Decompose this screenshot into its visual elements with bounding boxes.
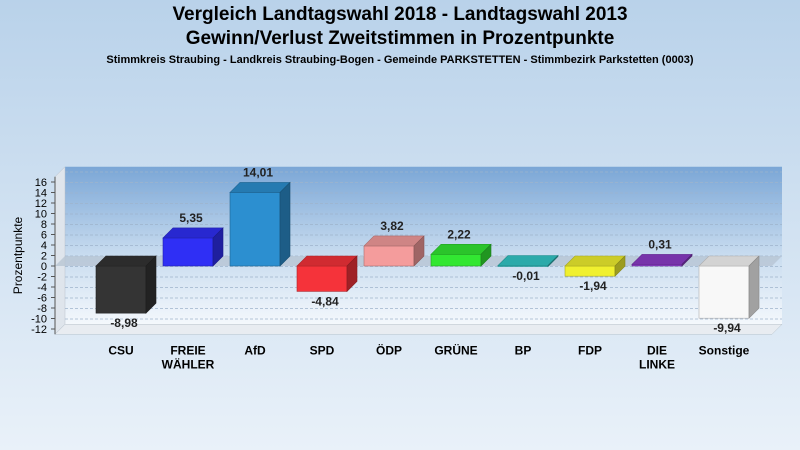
bar-side <box>212 227 224 267</box>
bar-side <box>346 255 358 293</box>
bar-value-label: -0,01 <box>512 269 540 283</box>
y-axis-label: Prozentpunkte <box>11 216 25 294</box>
y-tick-label: 4 <box>41 240 47 252</box>
plot-floor <box>54 324 783 335</box>
bar-front <box>363 245 415 267</box>
x-tick-label: DIE LINKE <box>639 343 675 371</box>
bar-side <box>413 235 425 267</box>
bar-top <box>229 182 291 193</box>
bar-sonstige <box>698 255 760 319</box>
bar-value-label: 14,01 <box>243 165 273 179</box>
x-tick-label: GRÜNE <box>434 342 477 357</box>
bar-top <box>95 255 157 267</box>
y-tick-label: 2 <box>41 251 47 263</box>
bar-side <box>614 255 626 277</box>
bar-value-label: 2,22 <box>447 227 471 241</box>
x-tick-label: SPD <box>310 343 335 357</box>
bar-side <box>145 255 157 314</box>
bar-value-label: -4,84 <box>311 294 339 308</box>
bar-spd <box>296 255 358 293</box>
bar-side <box>480 243 492 267</box>
bar-value-label: -9,94 <box>713 321 741 335</box>
y-tick-label: 16 <box>35 177 47 189</box>
y-tick-label: -10 <box>31 314 47 326</box>
bar-front <box>162 237 214 267</box>
bar-freie-wähler <box>162 227 224 267</box>
bar-front <box>430 254 482 267</box>
plot-left-wall <box>54 166 66 335</box>
y-tick-label: 6 <box>41 230 47 242</box>
bar-front <box>229 192 281 267</box>
bar-bp <box>497 254 559 268</box>
bar-side <box>681 253 693 267</box>
bar-top <box>430 244 492 255</box>
bar-top <box>363 235 425 247</box>
bar-fdp <box>564 255 626 277</box>
bar-front <box>95 265 147 314</box>
bar-value-label: 3,82 <box>380 219 404 233</box>
y-tick-label: -2 <box>37 272 47 284</box>
bar-value-label: 0,31 <box>648 237 672 251</box>
bar-afd <box>229 181 291 267</box>
chart-subtitle-district: Stimmkreis Straubing - Landkreis Straubi… <box>106 54 694 66</box>
chart-title: Vergleich Landtagswahl 2018 - Landtagswa… <box>172 4 628 25</box>
x-tick-label: FDP <box>578 343 602 357</box>
x-tick-label: Sonstige <box>699 343 750 357</box>
bar-value-label: -8,98 <box>110 316 138 330</box>
bar-top <box>162 227 224 239</box>
bar-top <box>564 255 626 267</box>
x-tick-label: CSU <box>108 343 133 357</box>
x-tick-label: FREIE WÄHLER <box>162 343 215 371</box>
bar-front <box>698 265 750 319</box>
bar-side <box>547 254 559 268</box>
bar-top <box>698 255 760 267</box>
bar-front <box>564 265 616 277</box>
bar-top <box>497 255 559 266</box>
bar-top <box>631 254 693 265</box>
bar-top <box>296 255 358 267</box>
y-tick-label: 0 <box>41 261 47 273</box>
bar-side <box>748 255 760 319</box>
bar-ödp <box>363 235 425 267</box>
bar-value-label: 5,35 <box>179 211 203 225</box>
bar-front <box>296 265 348 292</box>
y-tick-label: 10 <box>35 209 47 221</box>
y-tick-label: 12 <box>35 198 47 210</box>
y-tick-label: 8 <box>41 219 47 231</box>
bar-side <box>279 181 291 267</box>
bar-die-linke <box>631 253 693 267</box>
y-tick-label: -12 <box>31 324 47 336</box>
bar-value-label: -1,94 <box>579 279 607 293</box>
x-tick-label: AfD <box>244 343 266 357</box>
bar-csu <box>95 255 157 314</box>
chart-subtitle: Gewinn/Verlust Zweitstimmen in Prozentpu… <box>185 28 615 49</box>
x-tick-label: BP <box>515 343 532 357</box>
y-tick-label: -8 <box>37 303 47 315</box>
y-tick-label: 14 <box>35 188 47 200</box>
y-tick-label: -6 <box>37 293 47 305</box>
bar-grüne <box>430 243 492 267</box>
y-tick-label: -4 <box>37 282 47 294</box>
x-tick-label: ÖDP <box>376 342 402 357</box>
